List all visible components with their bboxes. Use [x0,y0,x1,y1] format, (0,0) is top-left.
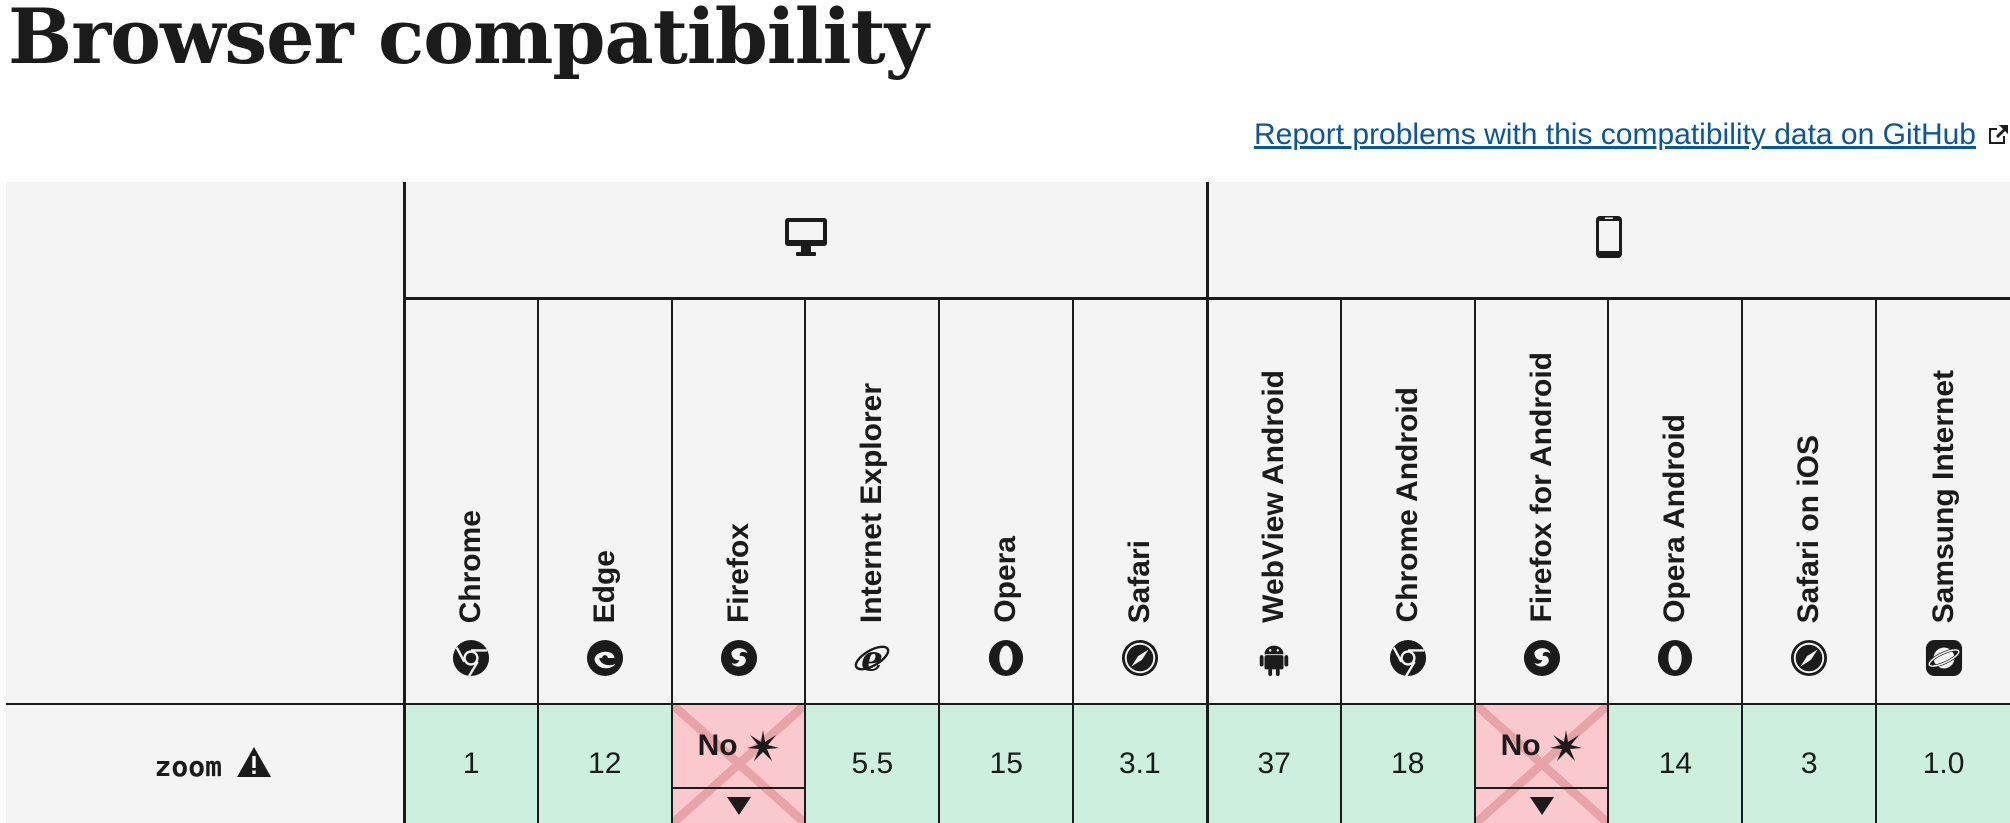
support-cell-firefox[interactable]: No [671,704,807,823]
platform-mobile [1207,182,2010,300]
browser-name: Firefox for Android [1524,352,1558,623]
star-icon [746,730,779,761]
svg-text:e: e [862,639,884,677]
table-corner [6,182,406,704]
no-support-label-row: No [1476,705,1608,787]
support-cell-chrome[interactable]: 1 [404,704,539,823]
external-link-icon [1989,125,2008,144]
browser-name: Samsung Internet [1926,369,1960,623]
desktop-icon [784,217,827,256]
browser-header-safari-on-ios: Safari on iOS [1742,298,1878,704]
table-row: zoom 1 12 No 5.5 15 3.1 37 18 [6,704,2010,823]
star-icon [1549,730,1582,761]
browser-header-internet-explorer: Internet Explorer e [805,298,941,704]
feature-name[interactable]: zoom [154,749,222,783]
firefox-icon [720,639,757,677]
report-problems-row: Report problems with this compatibility … [1254,118,2010,152]
safari-icon [1791,639,1828,677]
browser-name: WebView Android [1257,370,1291,623]
support-cell-opera-android[interactable]: 14 [1608,704,1744,823]
triangle-down-icon [1529,797,1554,815]
support-cell-webview-android[interactable]: 37 [1207,704,1342,823]
browser-name: Internet Explorer [855,382,889,623]
support-cell-samsung-internet[interactable]: 1.0 [1876,704,2010,823]
support-cell-chrome-android[interactable]: 18 [1340,704,1476,823]
firefox-icon [1523,639,1560,677]
browser-name: Chrome [454,509,488,623]
browser-header-samsung-internet: Samsung Internet [1876,298,2010,704]
no-support-label-row: No [673,705,805,787]
compatibility-table: Chrome Edge Firefox Internet Explorer e … [6,182,2010,823]
support-cell-internet-explorer[interactable]: 5.5 [805,704,941,823]
browser-name: Firefox [721,522,755,623]
feature-name-cell: zoom [6,704,406,823]
opera-icon [1658,639,1693,677]
browser-header-opera-android: Opera Android [1608,298,1744,704]
no-support-cross-icon [672,705,805,823]
browser-header-chrome: Chrome [404,298,539,704]
samsung-internet-icon [1925,639,1962,677]
chrome-icon [1389,639,1426,677]
no-support-cross-icon [1475,705,1608,823]
support-cell-safari[interactable]: 3.1 [1073,704,1209,823]
android-icon [1259,645,1289,677]
support-value: No [1500,729,1541,762]
browser-header-webview-android: WebView Android [1207,298,1342,704]
browser-header-firefox: Firefox [671,298,807,704]
expand-toggle[interactable] [672,787,805,823]
expand-toggle[interactable] [1475,787,1608,823]
support-cell-firefox-for-android[interactable]: No [1474,704,1610,823]
opera-icon [989,639,1024,677]
browser-header-opera: Opera [939,298,1075,704]
browser-header-firefox-for-android: Firefox for Android [1474,298,1610,704]
support-value: No [697,729,738,762]
triangle-down-icon [726,797,751,815]
report-problems-link[interactable]: Report problems with this compatibility … [1254,118,1976,151]
browser-name: Chrome Android [1390,387,1424,623]
browser-name: Opera Android [1658,414,1692,623]
browser-header-edge: Edge [537,298,673,704]
support-cell-opera[interactable]: 15 [939,704,1075,823]
browser-name: Safari on iOS [1792,434,1826,623]
warning-icon [236,746,271,777]
browser-name: Safari [1122,539,1156,623]
page-title: Browser compatibility [8,0,929,81]
safari-icon [1121,639,1158,677]
browser-header-safari: Safari [1073,298,1209,704]
browser-name: Opera [989,536,1023,623]
mobile-icon [1596,215,1623,258]
edge-icon [586,639,623,677]
platform-desktop [404,182,1209,300]
support-cell-safari-on-ios[interactable]: 3 [1742,704,1878,823]
chrome-icon [453,639,490,677]
support-cell-edge[interactable]: 12 [537,704,673,823]
browser-header-chrome-android: Chrome Android [1340,298,1476,704]
browser-name: Edge [587,549,621,623]
internet-explorer-icon: e [855,639,890,677]
